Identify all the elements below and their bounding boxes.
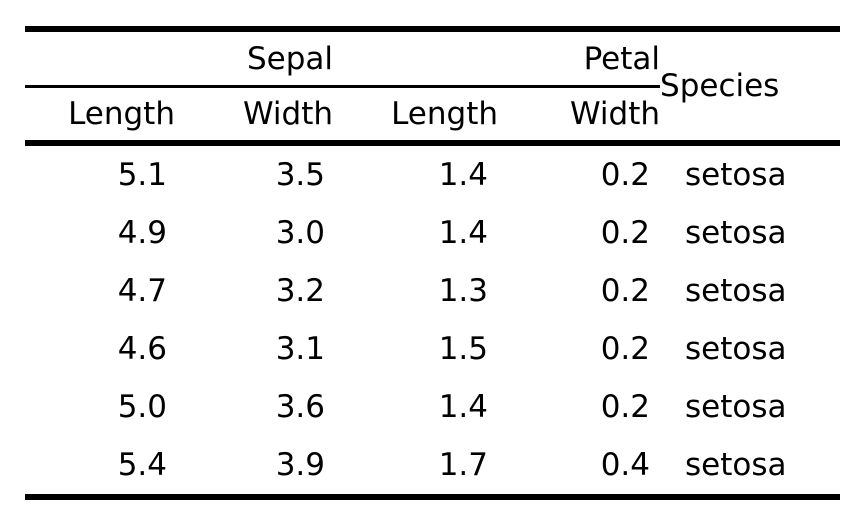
petal-length-cell: 1.5 [438, 331, 489, 367]
species-column-header: Species [660, 29, 841, 146]
table-body: 5.1 3.5 1.4 0.2 setosa 4.9 3.0 1.4 0.2 s… [25, 143, 841, 500]
table-row: 4.6 3.1 1.5 0.2 setosa [25, 320, 840, 378]
sepal-width-cell: 3.1 [275, 331, 326, 367]
spanner-header-row: Sepal Petal Species [25, 29, 841, 146]
sepal-width-cell: 3.9 [175, 436, 334, 500]
species-cell: setosa [685, 273, 787, 309]
sepal-width-cell: 3.6 [275, 389, 326, 425]
subheader-row: Length Width Length Width [25, 86, 840, 146]
petal-length-cell: 1.4 [438, 157, 489, 193]
sepal-length-cell: 5.0 [117, 389, 167, 425]
table-header: Sepal Petal Species Length Width Length … [25, 29, 841, 146]
petal-length-cell: 1.4 [438, 389, 489, 425]
petal-length-cell: 1.7 [333, 436, 499, 500]
sepal-length-cell: 5.4 [25, 436, 175, 500]
species-cell: setosa [685, 389, 787, 425]
sepal-length-cell: 4.7 [117, 273, 167, 309]
table-row: 5.1 3.5 1.4 0.2 setosa [25, 143, 840, 204]
petal-spanner-header: Petal [333, 29, 661, 88]
petal-length-column-header: Length [333, 86, 499, 146]
petal-width-column-header: Width [498, 86, 661, 146]
sepal-width-column-header: Width [175, 86, 334, 146]
petal-width-cell: 0.4 [498, 436, 661, 500]
species-cell: setosa [685, 331, 787, 367]
table-row: 4.9 3.0 1.4 0.2 setosa [25, 204, 840, 262]
petal-width-cell: 0.2 [600, 157, 651, 193]
iris-table: Sepal Petal Species Length Width Length … [25, 26, 841, 500]
sepal-width-cell: 3.5 [275, 157, 326, 193]
petal-width-cell: 0.2 [600, 273, 651, 309]
petal-length-cell: 1.4 [438, 215, 489, 251]
petal-length-cell: 1.3 [438, 273, 489, 309]
species-cell: setosa [685, 215, 787, 251]
sepal-width-cell: 3.0 [275, 215, 326, 251]
sepal-width-cell: 3.2 [275, 273, 326, 309]
sepal-length-column-header: Length [25, 86, 175, 146]
petal-width-cell: 0.2 [600, 331, 651, 367]
petal-width-cell: 0.2 [600, 215, 651, 251]
table-row: 5.4 3.9 1.7 0.4 setosa [25, 436, 841, 500]
sepal-length-cell: 4.6 [117, 331, 167, 367]
petal-width-cell: 0.2 [600, 389, 651, 425]
sepal-length-cell: 4.9 [117, 215, 167, 251]
sepal-length-cell: 5.1 [117, 157, 167, 193]
sepal-spanner-header: Sepal [25, 29, 334, 88]
table-row: 5.0 3.6 1.4 0.2 setosa [25, 378, 840, 436]
species-cell: setosa [685, 157, 787, 193]
table-row: 4.7 3.2 1.3 0.2 setosa [25, 262, 840, 320]
species-cell: setosa [660, 436, 841, 500]
